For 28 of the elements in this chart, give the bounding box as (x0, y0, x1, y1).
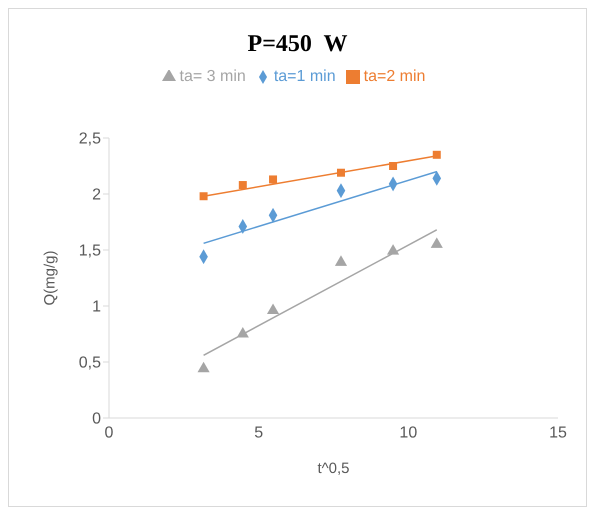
x-tick-label: 5 (254, 424, 264, 442)
y-tick-label: 0 (92, 410, 102, 428)
y-tick-label: 2,5 (78, 130, 102, 148)
x-tick-label: 0 (104, 424, 114, 442)
x-tick-label: 15 (549, 424, 567, 442)
y-tick-label: 0,5 (78, 354, 102, 372)
legend-label: ta=1 min (274, 68, 336, 85)
point (334, 255, 348, 266)
y-tick-label: 1 (92, 298, 102, 316)
x-tick-label: 10 (399, 424, 418, 442)
point (200, 192, 208, 200)
point (269, 175, 278, 184)
point (432, 150, 441, 159)
point (238, 181, 247, 190)
point (236, 326, 249, 338)
y-tick-label: 2 (92, 186, 102, 204)
chart-title: P=450 W (246, 31, 348, 58)
y-tick-label: 1,5 (78, 242, 102, 260)
y-axis-title: Q(mg/g) (41, 250, 58, 306)
legend-label: ta=2 min (364, 68, 426, 85)
point (430, 237, 443, 248)
point (198, 362, 210, 372)
legend-label: ta= 3 min (180, 68, 246, 85)
x-axis-title: t^0,5 (317, 460, 350, 477)
point (386, 244, 400, 255)
point (266, 303, 280, 314)
point (389, 162, 398, 170)
point (336, 168, 345, 177)
